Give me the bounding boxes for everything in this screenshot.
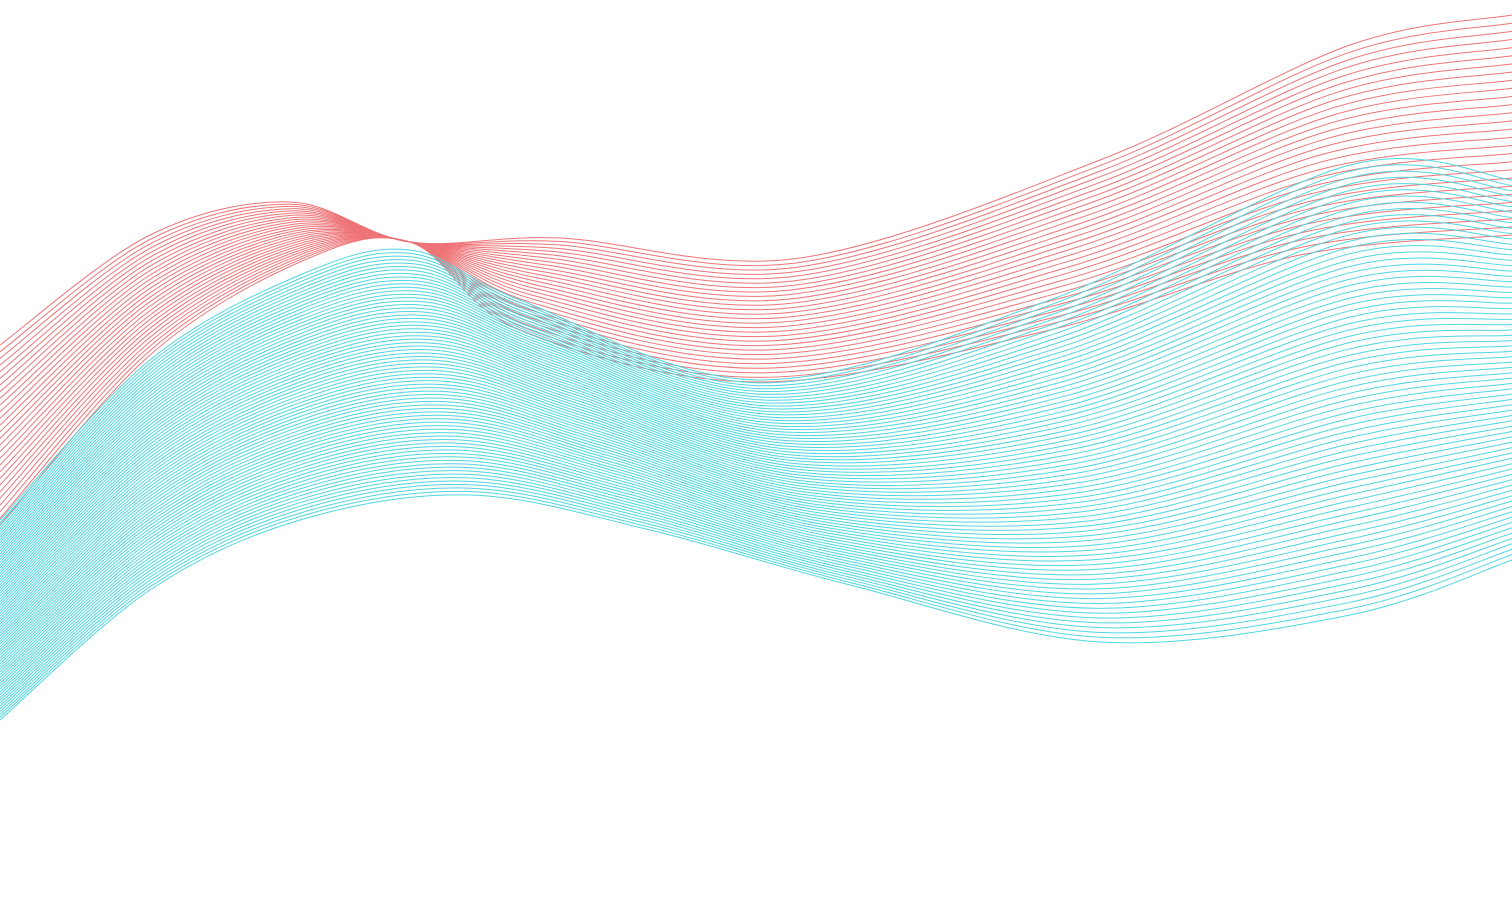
cyan-band-line [0, 158, 1512, 521]
red-band-line [0, 30, 1512, 359]
cyan-band-line [0, 387, 1512, 634]
cyan-band-line [0, 418, 1512, 659]
cyan-band-line [0, 340, 1512, 605]
cyan-band-line [0, 164, 1512, 524]
cyan-band-line [0, 220, 1512, 549]
cyan-band-line [0, 404, 1512, 648]
cyan-band-line [0, 452, 1512, 687]
cyan-band-line [0, 214, 1512, 546]
cyan-band-line [0, 294, 1512, 583]
cyan-band-line [0, 466, 1512, 698]
red-band-line [0, 120, 1512, 433]
cyan-band-line [0, 407, 1512, 651]
red-band-line [0, 161, 1512, 466]
red-band-line [0, 79, 1512, 399]
cyan-band-line [0, 414, 1512, 656]
cyan-band-line [0, 425, 1512, 665]
red-band-line [0, 104, 1512, 419]
cyan-band-line [0, 394, 1512, 639]
cyan-band-line [0, 317, 1512, 594]
red-band-line [0, 185, 1512, 486]
cyan-band-line [0, 473, 1512, 704]
cyan-band-line [0, 207, 1512, 543]
cyan-band-line [0, 239, 1512, 558]
cyan-band-line [0, 480, 1512, 710]
cyan-band-line [0, 323, 1512, 597]
red-band-line [0, 112, 1512, 426]
cyan-band-line [0, 329, 1512, 600]
cyan-band-line [0, 494, 1512, 721]
red-band-line [0, 234, 1512, 526]
cyan-band-line [0, 490, 1512, 718]
cyan-band-line [0, 432, 1512, 670]
cyan-band-line [0, 435, 1512, 673]
cyan-band-line [0, 456, 1512, 690]
red-band-line [0, 14, 1512, 346]
cyan-band-line [0, 477, 1512, 707]
cyan-band-line [0, 345, 1512, 608]
cyan-band-line [0, 459, 1512, 693]
red-band-line [0, 55, 1512, 379]
cyan-band-line [0, 361, 1512, 617]
red-band-line [0, 169, 1512, 473]
cyan-band-line [0, 463, 1512, 696]
cyan-band-line [0, 226, 1512, 552]
cyan-band-line [0, 483, 1512, 712]
cyan-band-line [0, 245, 1512, 560]
red-band-line [0, 136, 1512, 446]
cyan-band-line [0, 263, 1512, 569]
cyan-band-line [0, 411, 1512, 653]
cyan-band-line [0, 257, 1512, 566]
cyan-band-line [0, 376, 1512, 625]
cyan-band-line [0, 183, 1512, 532]
cyan-band-line [0, 442, 1512, 679]
red-band-line [0, 177, 1512, 479]
cyan-band-line [0, 383, 1512, 631]
cyan-band-line [0, 397, 1512, 642]
red-band-line [0, 87, 1512, 406]
cyan-band-line [0, 439, 1512, 676]
cyan-band-line [0, 380, 1512, 628]
cyan-band-line [0, 487, 1512, 715]
red-band-line [0, 96, 1512, 413]
cyan-band-line [0, 300, 1512, 586]
cyan-band-line [0, 372, 1512, 622]
red-band-line [0, 144, 1512, 453]
red-band-line [0, 226, 1512, 519]
cyan-band-line [0, 232, 1512, 555]
red-band-line [0, 128, 1512, 439]
cyan-wave-group [0, 158, 1512, 721]
red-band-line [0, 47, 1512, 373]
cyan-band-line [0, 281, 1512, 577]
cyan-band-line [0, 356, 1512, 614]
cyan-band-line [0, 400, 1512, 645]
red-band-line [0, 63, 1512, 386]
cyan-band-line [0, 176, 1512, 529]
cyan-band-line [0, 334, 1512, 603]
cyan-band-line [0, 269, 1512, 572]
cyan-band-line [0, 390, 1512, 636]
cyan-band-line [0, 312, 1512, 591]
cyan-band-line [0, 470, 1512, 701]
cyan-band-line [0, 421, 1512, 662]
cyan-band-line [0, 195, 1512, 538]
red-band-line [0, 22, 1512, 353]
cyan-band-line [0, 288, 1512, 580]
red-band-line [0, 153, 1512, 459]
cyan-band-line [0, 275, 1512, 574]
cyan-band-line [0, 189, 1512, 535]
red-band-line [0, 71, 1512, 393]
cyan-band-line [0, 201, 1512, 541]
cyan-band-line [0, 251, 1512, 563]
cyan-band-line [0, 350, 1512, 611]
cyan-band-line [0, 445, 1512, 682]
cyan-band-line [0, 170, 1512, 527]
cyan-band-line [0, 428, 1512, 667]
cyan-band-line [0, 449, 1512, 684]
cyan-band-line [0, 306, 1512, 589]
cyan-band-line [0, 366, 1512, 620]
red-band-line [0, 38, 1512, 366]
